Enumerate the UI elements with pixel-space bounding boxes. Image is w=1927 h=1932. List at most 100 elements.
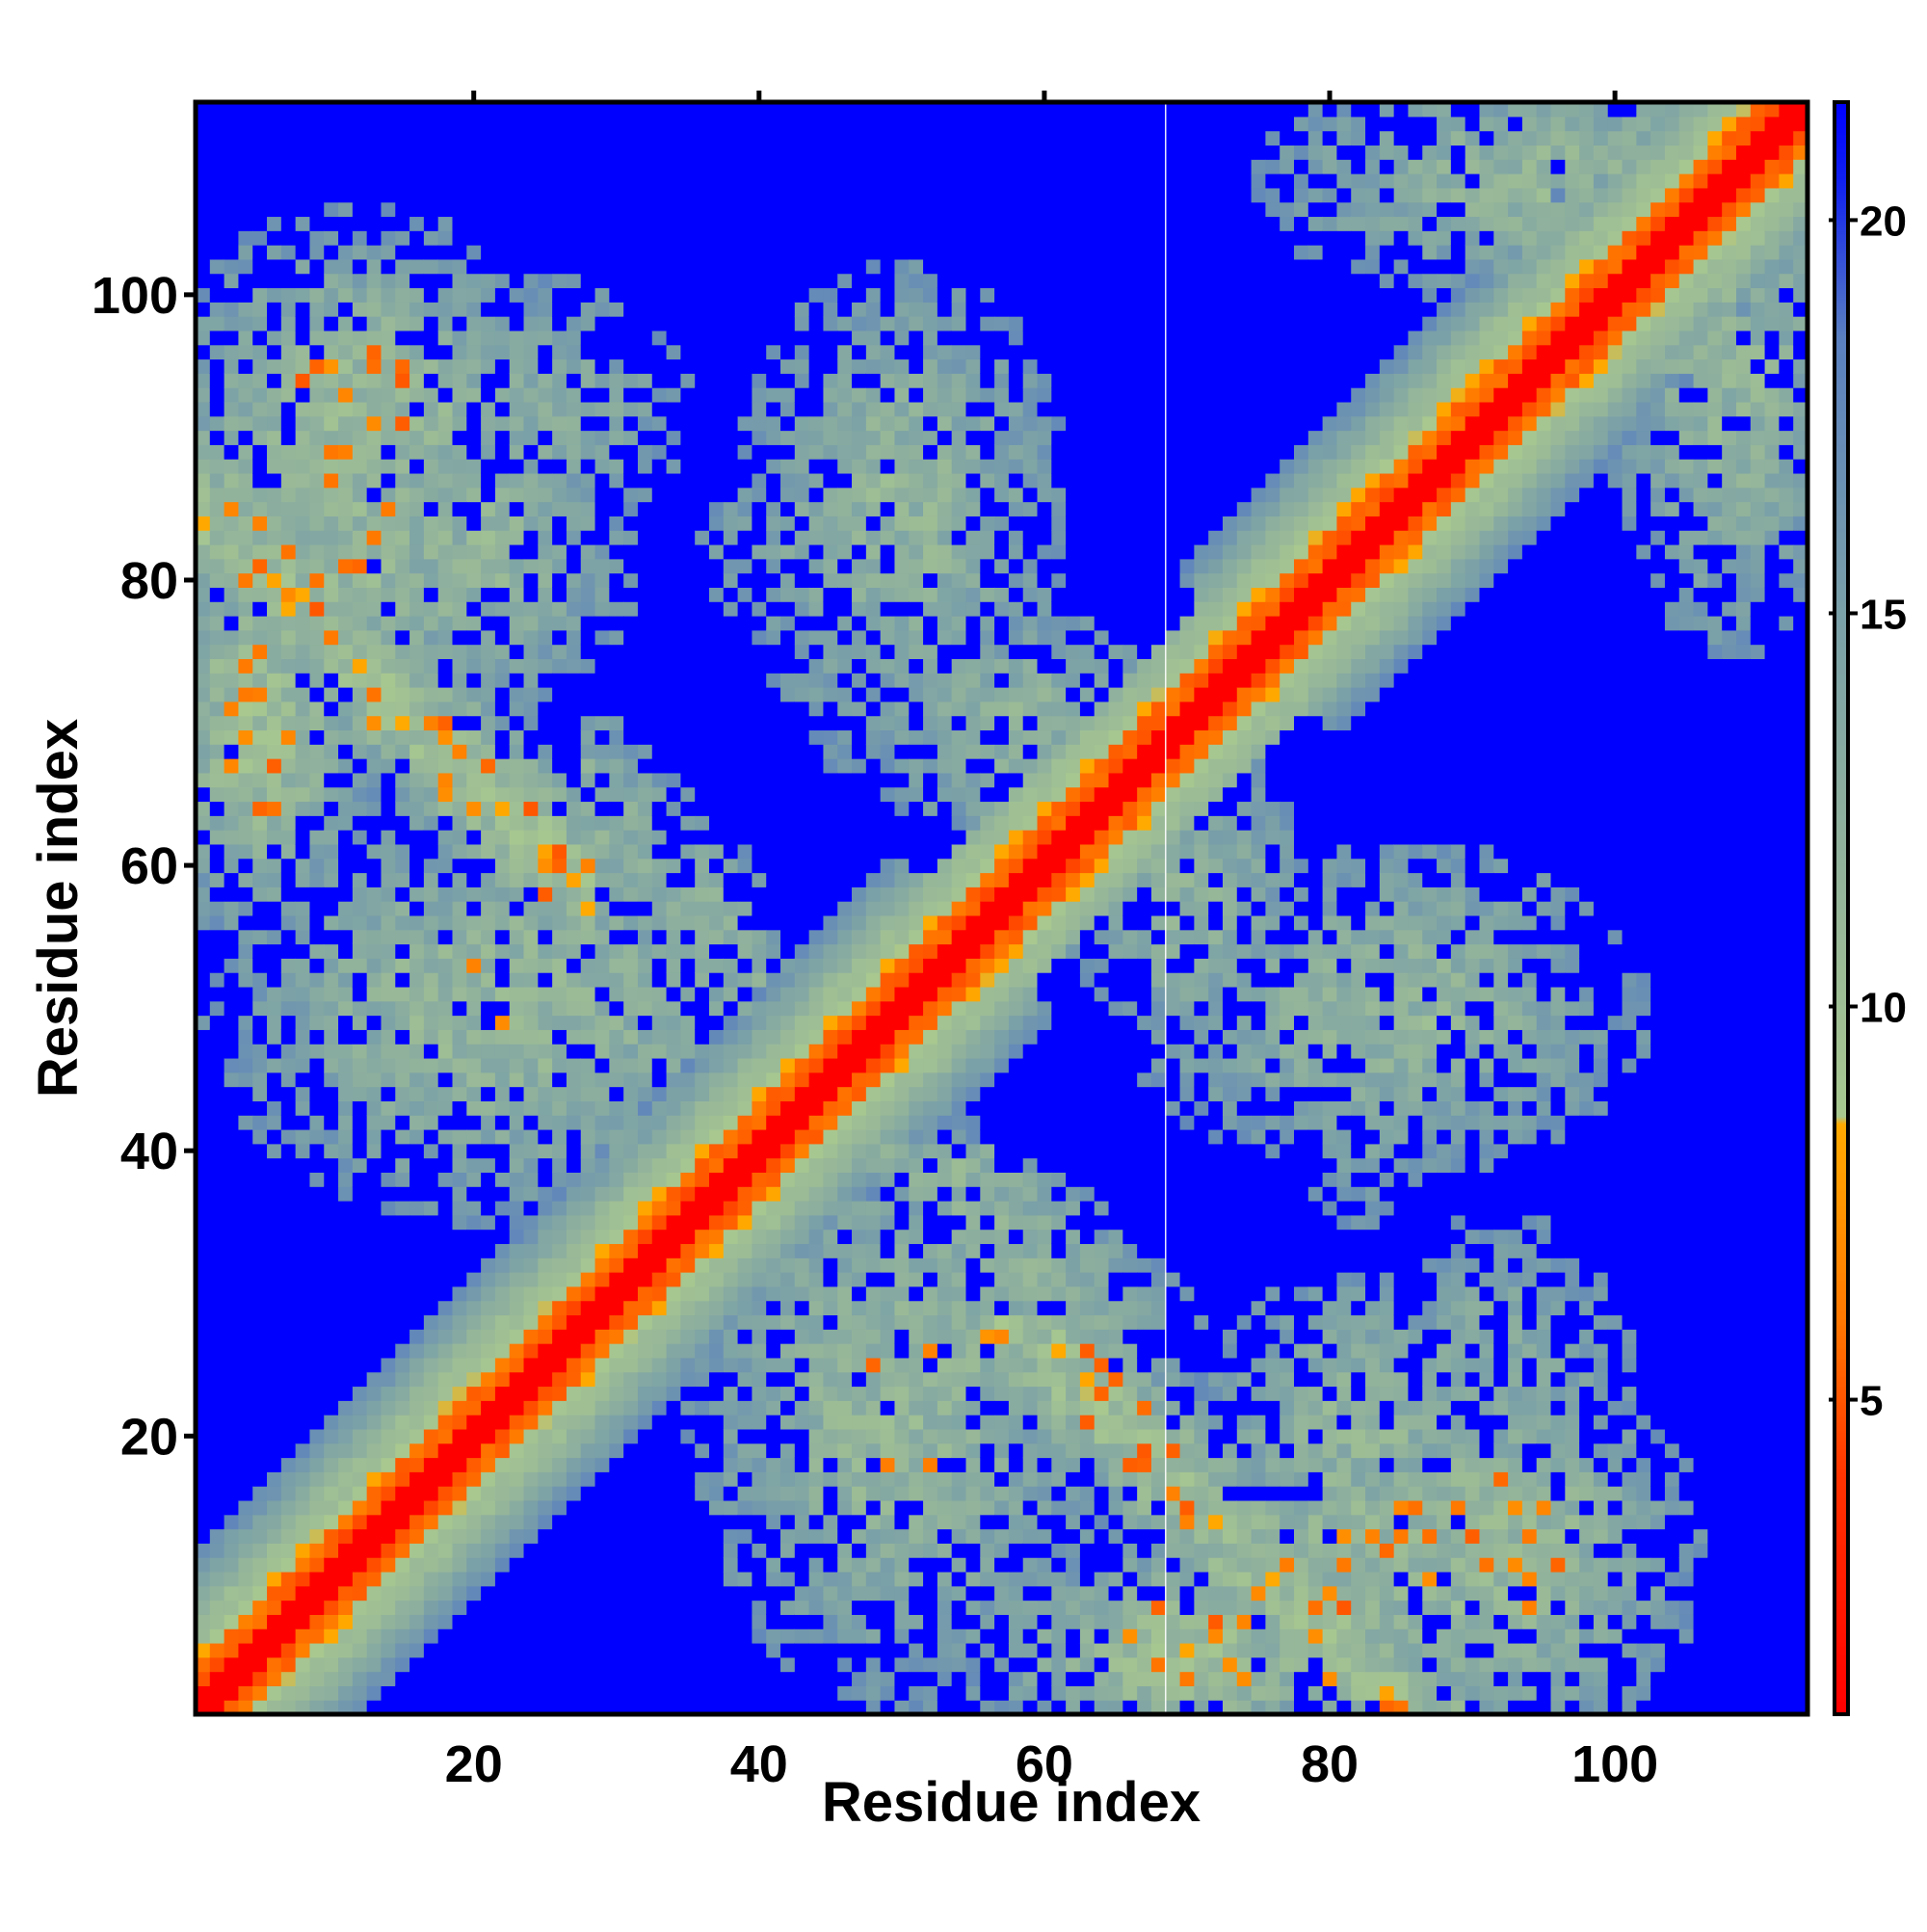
heatmap-cell xyxy=(723,1571,739,1587)
heatmap-cell xyxy=(238,1357,253,1373)
heatmap-cell xyxy=(395,1157,410,1173)
heatmap-cell xyxy=(609,1015,624,1030)
heatmap-cell xyxy=(437,1557,454,1573)
heatmap-cell xyxy=(481,130,496,146)
heatmap-cell xyxy=(209,615,225,631)
heatmap-cell xyxy=(494,1300,511,1316)
heatmap-cell xyxy=(680,687,696,702)
heatmap-cell xyxy=(196,972,211,988)
heatmap-cell xyxy=(695,801,710,816)
heatmap-cell xyxy=(494,1029,511,1045)
heatmap-cell xyxy=(280,687,297,702)
heatmap-cell xyxy=(708,1186,725,1202)
heatmap-cell xyxy=(324,1585,339,1601)
heatmap-cell xyxy=(366,1257,383,1273)
heatmap-cell xyxy=(267,358,282,374)
heatmap-cell xyxy=(324,830,339,845)
heatmap-cell xyxy=(609,1514,624,1530)
heatmap-cell xyxy=(209,187,225,203)
heatmap-cell xyxy=(637,1415,653,1430)
heatmap-cell xyxy=(196,858,211,874)
heatmap-cell xyxy=(766,1057,781,1073)
heatmap-cell xyxy=(338,1314,354,1330)
heatmap-cell xyxy=(708,145,725,160)
heatmap-cell xyxy=(737,1585,753,1601)
heatmap-cell xyxy=(409,772,425,788)
heatmap-cell xyxy=(823,1499,838,1516)
heatmap-cell xyxy=(381,1000,396,1017)
heatmap-cell xyxy=(395,1300,410,1316)
heatmap-cell xyxy=(280,715,297,731)
heatmap-cell xyxy=(437,1201,454,1216)
heatmap-cell xyxy=(466,1486,482,1501)
heatmap-cell xyxy=(708,843,725,860)
heatmap-cell xyxy=(538,887,553,902)
heatmap-cell xyxy=(494,1700,511,1715)
heatmap-cell xyxy=(594,1172,610,1187)
heatmap-cell xyxy=(409,1314,425,1330)
heatmap-cell xyxy=(766,887,781,902)
heatmap-cell xyxy=(437,444,454,460)
heatmap-cell xyxy=(280,1128,297,1145)
heatmap-cell xyxy=(623,330,639,346)
heatmap-cell xyxy=(352,230,368,246)
heatmap-cell xyxy=(437,130,454,146)
heatmap-cell xyxy=(224,316,240,331)
heatmap-cell xyxy=(708,1015,725,1030)
heatmap-cell xyxy=(466,815,482,831)
heatmap-cell xyxy=(808,116,825,132)
heatmap-cell xyxy=(196,729,211,745)
heatmap-cell xyxy=(437,1057,454,1073)
heatmap-cell xyxy=(267,1300,282,1316)
heatmap-cell xyxy=(209,858,225,874)
heatmap-cell xyxy=(780,972,796,988)
heatmap-cell xyxy=(280,1015,297,1030)
heatmap-cell xyxy=(637,1015,653,1030)
heatmap-cell xyxy=(737,358,753,374)
heatmap-cell xyxy=(280,273,297,289)
heatmap-cell xyxy=(324,173,339,189)
heatmap-cell xyxy=(209,843,225,860)
heatmap-cell xyxy=(366,401,383,417)
heatmap-cell xyxy=(780,729,796,745)
heatmap-cell xyxy=(680,673,696,688)
heatmap-cell xyxy=(366,1428,383,1444)
heatmap-cell xyxy=(666,287,681,303)
heatmap-cell xyxy=(708,786,725,803)
heatmap-cell xyxy=(309,1600,325,1615)
heatmap-cell xyxy=(280,415,297,432)
heatmap-cell xyxy=(708,1628,725,1644)
heatmap-cell xyxy=(594,273,610,289)
heatmap-cell xyxy=(780,430,796,445)
heatmap-cell xyxy=(338,601,354,617)
heatmap-cell xyxy=(651,801,668,816)
heatmap-cell xyxy=(737,373,753,388)
heatmap-cell xyxy=(737,1571,753,1587)
heatmap-cell xyxy=(481,715,496,731)
heatmap-cell xyxy=(224,472,240,489)
heatmap-cell xyxy=(523,1143,539,1159)
heatmap-cell xyxy=(808,1015,825,1030)
heatmap-cell xyxy=(609,373,624,388)
heatmap-cell xyxy=(594,1343,610,1359)
heatmap-cell xyxy=(196,230,211,246)
heatmap-cell xyxy=(252,744,268,759)
heatmap-cell xyxy=(609,430,624,445)
heatmap-cell xyxy=(580,1186,596,1202)
heatmap-cell xyxy=(666,187,681,203)
heatmap-cell xyxy=(209,1428,225,1444)
heatmap-cell xyxy=(538,459,553,474)
heatmap-cell xyxy=(352,358,368,374)
heatmap-cell xyxy=(666,1172,681,1187)
heatmap-cell xyxy=(452,102,467,118)
heatmap-cell xyxy=(324,943,339,959)
heatmap-cell xyxy=(338,1614,354,1629)
heatmap-cell xyxy=(196,1628,211,1644)
heatmap-cell xyxy=(552,701,568,717)
heatmap-cell xyxy=(766,430,781,445)
heatmap-cell xyxy=(366,1685,383,1701)
heatmap-cell xyxy=(623,729,639,745)
heatmap-cell xyxy=(338,1499,354,1516)
heatmap-cell xyxy=(324,1072,339,1088)
heatmap-cell xyxy=(381,130,396,146)
